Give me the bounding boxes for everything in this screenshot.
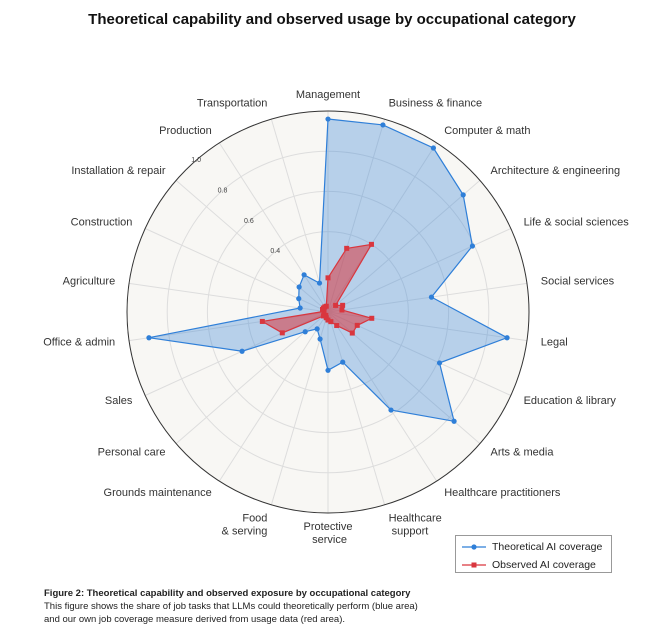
data-point [325,275,331,281]
data-point [354,322,360,328]
category-label: Construction [71,217,133,229]
legend-marker [471,562,477,567]
caption: Figure 2: Theoretical capability and obs… [44,587,424,626]
data-point [349,330,355,336]
data-point [451,418,457,424]
category-label: Installation & repair [71,165,165,177]
data-point [259,318,265,324]
category-label: Management [296,89,360,101]
data-point [146,335,152,341]
category-label: Protective service [304,521,353,546]
data-point [340,359,346,365]
spoke [270,311,329,505]
spoke [327,179,481,313]
data-point [388,407,394,413]
data-point [368,241,374,247]
data-point [239,348,245,354]
data-point [340,302,346,308]
legend-label: Theoretical AI coverage [492,540,603,553]
category-label: Healthcare support [389,512,442,537]
category-label: Healthcare practitioners [444,487,561,499]
data-point [325,367,331,373]
data-point [302,329,308,335]
category-label: Office & admin [43,337,115,349]
data-point [317,336,323,342]
category-label: Computer & math [444,125,530,137]
data-point [344,245,350,251]
data-point [314,326,320,332]
category-label: Life & social sciences [524,217,630,229]
data-point [469,243,476,249]
r-tick-label: 0.6 [244,218,254,225]
spoke [270,119,329,313]
category-label: Personal care [98,447,166,459]
legend-label: Observed AI coverage [492,558,596,571]
grid-circle [126,110,530,514]
data-point [296,284,302,290]
category-label: Production [159,125,212,137]
data-point [334,323,340,329]
spoke [327,311,438,482]
category-label: Grounds maintenance [104,487,212,499]
category-label: Architecture & engineering [490,165,620,177]
spoke [128,282,329,313]
data-point [436,360,443,366]
data-point [380,122,386,128]
category-label: Arts & media [490,447,554,459]
data-point [328,319,334,325]
legend-swatch [462,543,486,550]
caption-title: Figure 2: Theoretical capability and obs… [44,588,411,599]
category-label: Sales [105,395,133,407]
chart-title: Theoretical capability and observed usag… [88,11,576,28]
grid-circle [166,150,490,474]
grid-circle [247,231,409,393]
legend-marker [471,543,477,550]
category-label: Education & library [524,395,617,407]
grid-circle [206,190,450,434]
category-label: Social services [541,275,615,287]
legend-item: Theoretical AI coverage [462,539,611,554]
category-label: Transportation [197,98,268,110]
data-point [316,280,323,286]
spoke [327,282,528,313]
data-point [325,116,331,122]
data-point [296,296,302,302]
spoke [175,179,329,313]
legend: Theoretical AI coverage Observed AI cover… [455,535,612,573]
data-point [428,294,435,300]
category-label: Food & serving [219,512,268,537]
data-point [279,330,285,336]
spoke [175,311,329,445]
spoke [327,311,386,505]
spoke [327,228,512,313]
data-point [460,192,466,198]
r-tick-label: 0.8 [218,187,228,194]
legend-swatch [462,562,486,567]
r-tick-label: 0.4 [270,248,280,255]
data-point [504,335,510,341]
spoke [218,142,329,313]
spoke [218,311,329,482]
data-point [369,315,375,321]
data-point [301,272,307,278]
category-label: Legal [541,337,568,349]
caption-text: This figure shows the share of job tasks… [44,601,418,625]
data-point [297,305,303,311]
category-label: Agriculture [63,275,116,287]
data-point [430,145,437,151]
data-point [339,307,345,313]
data-point [320,313,326,319]
data-point [333,302,339,308]
category-label: Business & finance [389,98,483,110]
data-point [323,303,329,309]
legend-item: Observed AI coverage [462,557,611,572]
r-tick-label: 1.0 [191,157,201,164]
